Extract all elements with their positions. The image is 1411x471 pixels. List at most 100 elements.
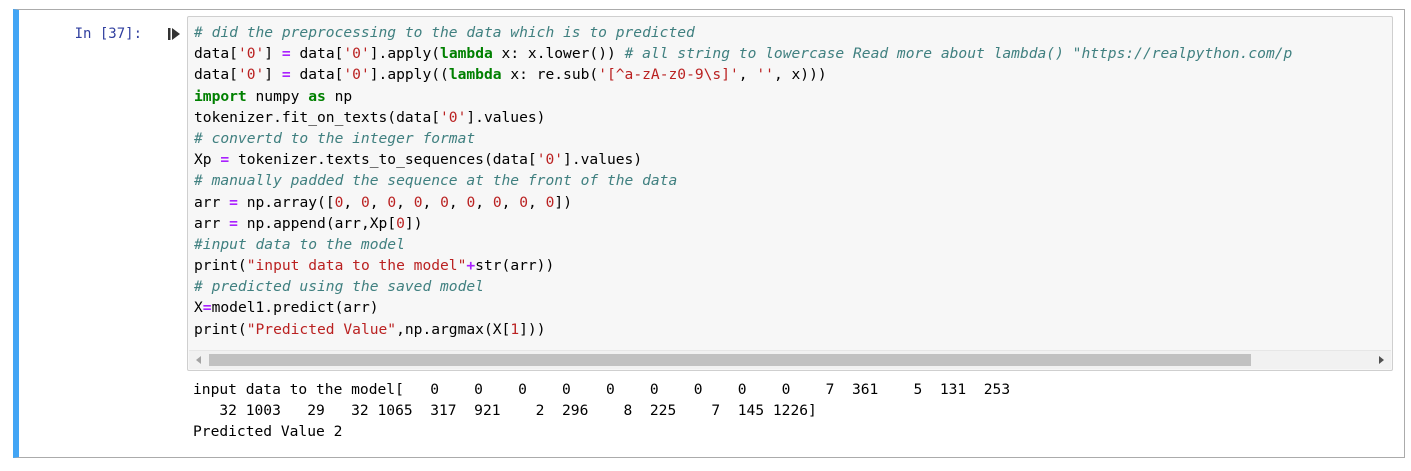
code-token: = [281, 66, 291, 84]
code-token: 0 [413, 193, 423, 211]
code-token: 0 [440, 193, 449, 211]
code-token: '0' [237, 45, 265, 63]
code-token: , [343, 193, 361, 211]
code-token: data[ [290, 45, 344, 63]
code-token: '0' [440, 108, 467, 126]
code-token: 0 [545, 193, 555, 211]
code-token: 0 [492, 193, 502, 211]
code-line[interactable]: import numpy as np [194, 86, 1292, 107]
code-line[interactable]: # did the preprocessing to the data whic… [194, 22, 1292, 43]
code-line[interactable]: data['0'] = data['0'].apply((lambda x: r… [194, 64, 1292, 85]
code-line[interactable]: arr = np.append(arr,Xp[0]) [194, 213, 1292, 234]
run-cell-icon[interactable] [167, 27, 181, 41]
code-token: # did the preprocessing to the data whic… [194, 24, 695, 41]
scrollbar-thumb[interactable] [209, 354, 1251, 366]
code-token: data[ [290, 66, 344, 84]
code-token: print( [194, 257, 247, 275]
code-token: arr [194, 214, 230, 232]
code-token: ])) [519, 320, 546, 338]
code-token: '0' [343, 66, 370, 84]
output-line: input data to the model[ 0 0 0 0 0 0 0 0… [193, 381, 1011, 398]
output-line: Predicted Value 2 [193, 423, 343, 441]
code-token: # manually padded the sequence at the fr… [194, 172, 678, 190]
code-token: ,np.argmax(X[ [396, 320, 511, 338]
code-token: arr [194, 193, 230, 211]
code-token: "Predicted Value" [246, 320, 397, 338]
code-token: np.append(arr,Xp[ [237, 214, 397, 232]
code-token: import [194, 87, 247, 105]
code-token: x: re.sub( [501, 66, 599, 84]
code-token: lambda [448, 66, 502, 84]
scroll-left-icon[interactable] [196, 356, 201, 364]
code-token: data[ [194, 66, 238, 84]
code-token: # convertd to the integer format [194, 129, 476, 147]
code-line[interactable]: # manually padded the sequence at the fr… [194, 170, 1292, 191]
code-token: '' [756, 66, 774, 84]
code-line[interactable]: print("Predicted Value",np.argmax(X[1])) [194, 319, 1292, 340]
code-line[interactable]: Xp = tokenizer.texts_to_sequences(data['… [194, 149, 1292, 170]
code-token: ]) [404, 214, 423, 232]
code-token: ].values) [466, 108, 546, 126]
cell-prompt: In [37]: [74, 26, 142, 42]
code-token: '[^a-zA-z0-9\s]' [598, 66, 739, 84]
code-token: "input data to the model" [246, 257, 467, 275]
code-token: Xp [194, 151, 221, 169]
horizontal-scrollbar[interactable] [189, 350, 1391, 369]
code-token: 0 [396, 214, 405, 232]
code-token: '0' [237, 66, 265, 84]
code-token: , [396, 193, 414, 211]
code-editor[interactable]: # did the preprocessing to the data whic… [187, 16, 1393, 371]
code-token: '0' [343, 45, 370, 63]
code-token: + [466, 257, 476, 275]
code-token: , [738, 66, 757, 84]
code-token: # predicted using the saved model [194, 278, 484, 296]
code-line[interactable]: tokenizer.fit_on_texts(data['0'].values) [194, 107, 1292, 128]
code-token: x: x.lower()) [492, 45, 625, 63]
code-token: data[ [194, 45, 238, 63]
code-token: numpy [246, 87, 309, 105]
code-token: = [281, 45, 291, 63]
code-token: np.array([ [237, 193, 335, 211]
cell-output: input data to the model[ 0 0 0 0 0 0 0 0… [193, 379, 1010, 443]
code-line[interactable]: X=model1.predict(arr) [194, 297, 1292, 318]
code-token: lambda [440, 45, 493, 63]
code-line[interactable]: # convertd to the integer format [194, 128, 1292, 149]
code-token: = [202, 299, 212, 317]
code-token: 1 [510, 320, 520, 338]
scroll-right-icon[interactable] [1379, 356, 1384, 364]
code-line[interactable]: print("input data to the model"+str(arr)… [194, 255, 1292, 276]
code-token: = [229, 193, 238, 211]
code-token: # all string to lowercase Read more abou… [624, 45, 1293, 63]
code-token: str(arr)) [475, 257, 555, 275]
code-token: ]) [554, 193, 572, 211]
code-line[interactable]: data['0'] = data['0'].apply(lambda x: x.… [194, 43, 1292, 64]
code-token: X [194, 299, 203, 317]
code-token: model1.predict(arr) [211, 299, 379, 317]
code-line[interactable]: #input data to the model [194, 234, 1292, 255]
code-token: = [229, 214, 238, 232]
code-token: , [422, 193, 441, 211]
code-token: ].values) [563, 151, 643, 169]
code-token: , [369, 193, 388, 211]
code-token: tokenizer.fit_on_texts(data[ [194, 108, 441, 126]
code-token: tokenizer.texts_to_sequences(data[ [229, 151, 537, 169]
code-token: ].apply( [369, 45, 441, 63]
code-token: 0 [360, 193, 370, 211]
code-token: np [325, 87, 353, 105]
code-token: #input data to the model [194, 235, 405, 253]
code-token: , [528, 193, 546, 211]
code-token: , [501, 193, 520, 211]
code-line[interactable]: arr = np.array([0, 0, 0, 0, 0, 0, 0, 0, … [194, 192, 1292, 213]
code-token: print( [194, 320, 247, 338]
code-token: 0 [519, 193, 529, 211]
output-line: 32 1003 29 32 1065 317 921 2 296 8 225 7… [193, 402, 817, 420]
code-area[interactable]: # did the preprocessing to the data whic… [194, 22, 1292, 340]
code-token: , x))) [773, 66, 827, 84]
code-token: '0' [536, 151, 564, 169]
code-line[interactable]: # predicted using the saved model [194, 276, 1292, 297]
code-token: ].apply(( [369, 66, 449, 84]
code-token: = [220, 151, 230, 169]
code-token: ] [264, 45, 282, 63]
code-token: , [475, 193, 493, 211]
code-token: 0 [466, 193, 476, 211]
